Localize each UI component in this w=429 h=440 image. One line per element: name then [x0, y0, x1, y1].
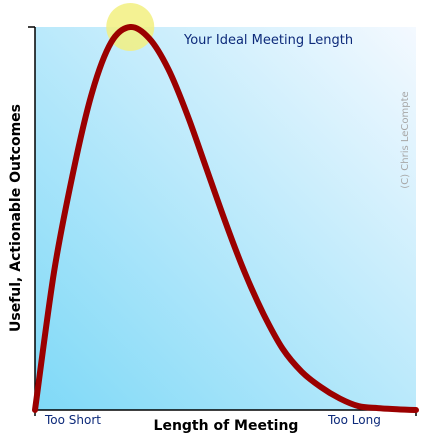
series-line: [32, 23, 419, 413]
x-tick-label-too-long: Too Long: [327, 413, 381, 427]
x-tick-label-too-short: Too Short: [44, 413, 101, 427]
y-axis-label: Useful, Actionable Outcomes: [8, 104, 24, 332]
x-axis-label: Length of Meeting: [154, 418, 299, 434]
ideal-length-annotation: Your Ideal Meeting Length: [183, 33, 353, 48]
copyright-watermark: (C) Chris LeCompte: [400, 91, 411, 188]
